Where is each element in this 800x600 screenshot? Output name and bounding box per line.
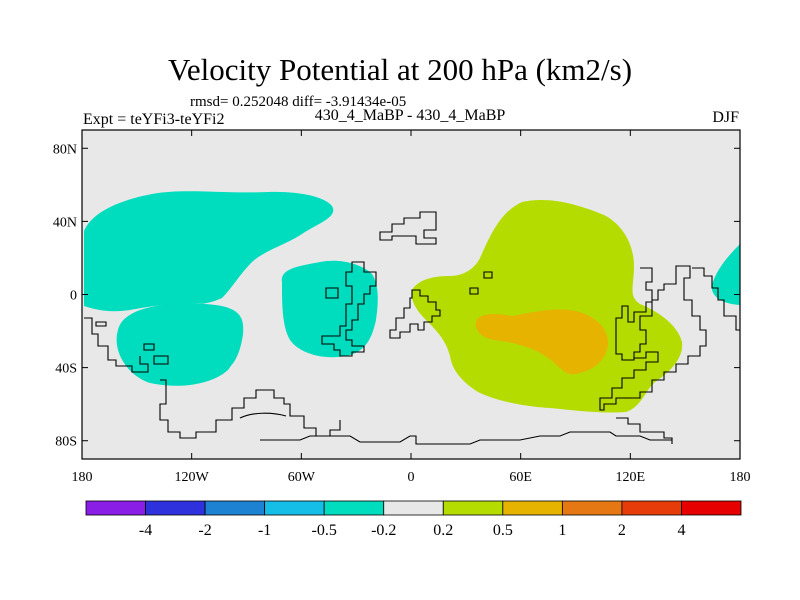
coast-ellipse bbox=[239, 412, 287, 419]
colorbar-label: -0.5 bbox=[312, 522, 337, 539]
colorbar-swatch bbox=[383, 500, 444, 516]
experiment-label: Expt = teYFi3-teYFi2 bbox=[83, 111, 225, 128]
colorbar-swatch bbox=[204, 500, 266, 516]
contour-fills bbox=[84, 191, 740, 445]
colorbar-swatch bbox=[145, 500, 206, 516]
lat-tick-label: 40N bbox=[53, 215, 77, 230]
coast-pacific-box-2 bbox=[143, 343, 155, 351]
case-label: 430_4_MaBP - 430_4_MaBP bbox=[314, 107, 506, 124]
coast-asia-east bbox=[692, 267, 740, 331]
coast-pacific-lines bbox=[84, 317, 149, 373]
lon-tick-label: 120W bbox=[175, 470, 210, 485]
lat-tick-label: 80N bbox=[53, 142, 77, 157]
colorbar-label: 1 bbox=[558, 522, 566, 539]
colorbar: -4 -2 -1 -0.5 -0.2 0.2 0.5 1 2 4 bbox=[85, 500, 742, 539]
colorbar-swatch bbox=[681, 500, 742, 516]
coast-asia bbox=[599, 265, 707, 411]
coast-antarctic-peninsula bbox=[159, 379, 341, 439]
coast-america bbox=[321, 261, 377, 357]
lat-tick-label: 40S bbox=[55, 362, 77, 377]
colorbar-swatch bbox=[323, 500, 385, 516]
negative-region-south-america bbox=[281, 260, 378, 358]
coast-pacific-small bbox=[95, 321, 107, 327]
lat-tick-label: 80S bbox=[55, 435, 77, 450]
coastlines bbox=[84, 211, 740, 445]
negative-region-dateline bbox=[711, 244, 740, 305]
lon-tick-label: 180 bbox=[730, 470, 751, 485]
colorbar-label: -2 bbox=[198, 522, 211, 539]
coast-pacific-box bbox=[153, 355, 169, 365]
season-label: DJF bbox=[712, 109, 739, 126]
colorbar-swatch bbox=[442, 500, 504, 516]
strong-positive-region bbox=[475, 309, 608, 375]
longitude-axis: 180 120W 60W 0 60E 120E 180 bbox=[72, 130, 751, 485]
colorbar-swatch bbox=[561, 500, 623, 516]
colorbar-swatch bbox=[502, 500, 563, 516]
rmsd-diff-stats: rmsd= 0.252048 diff= -3.91434e-05 bbox=[190, 94, 407, 110]
lon-tick-label: 180 bbox=[72, 470, 93, 485]
colorbar-label: 0.5 bbox=[493, 522, 513, 539]
colorbar-label: 4 bbox=[677, 522, 685, 539]
colorbar-swatch bbox=[621, 500, 682, 516]
colorbar-label: -4 bbox=[139, 522, 152, 539]
colorbar-label: 0.2 bbox=[433, 522, 453, 539]
positive-region-indian-ocean bbox=[411, 199, 683, 413]
coast-island-2 bbox=[469, 287, 479, 295]
colorbar-label: -1 bbox=[258, 522, 271, 539]
lon-tick-label: 60E bbox=[509, 470, 532, 485]
lon-tick-label: 0 bbox=[408, 470, 415, 485]
coast-island-3 bbox=[483, 271, 493, 279]
colorbar-swatch bbox=[264, 500, 325, 516]
colorbar-swatch bbox=[85, 500, 146, 516]
lon-tick-label: 120E bbox=[616, 470, 646, 485]
lon-tick-label: 60W bbox=[288, 470, 316, 485]
colorbar-label: -0.2 bbox=[371, 522, 396, 539]
latitude-axis: 80N 40N 0 40S 80S bbox=[53, 142, 740, 450]
lat-tick-label: 0 bbox=[70, 289, 77, 304]
coast-island-1 bbox=[325, 287, 339, 299]
plot-title: Velocity Potential at 200 hPa (km2/s) bbox=[167, 52, 633, 87]
colorbar-label: 2 bbox=[618, 522, 626, 539]
coast-greenland bbox=[379, 211, 437, 245]
coast-australia bbox=[616, 417, 673, 444]
coast-antarctica bbox=[260, 431, 672, 445]
coast-europe-africa bbox=[389, 289, 441, 339]
